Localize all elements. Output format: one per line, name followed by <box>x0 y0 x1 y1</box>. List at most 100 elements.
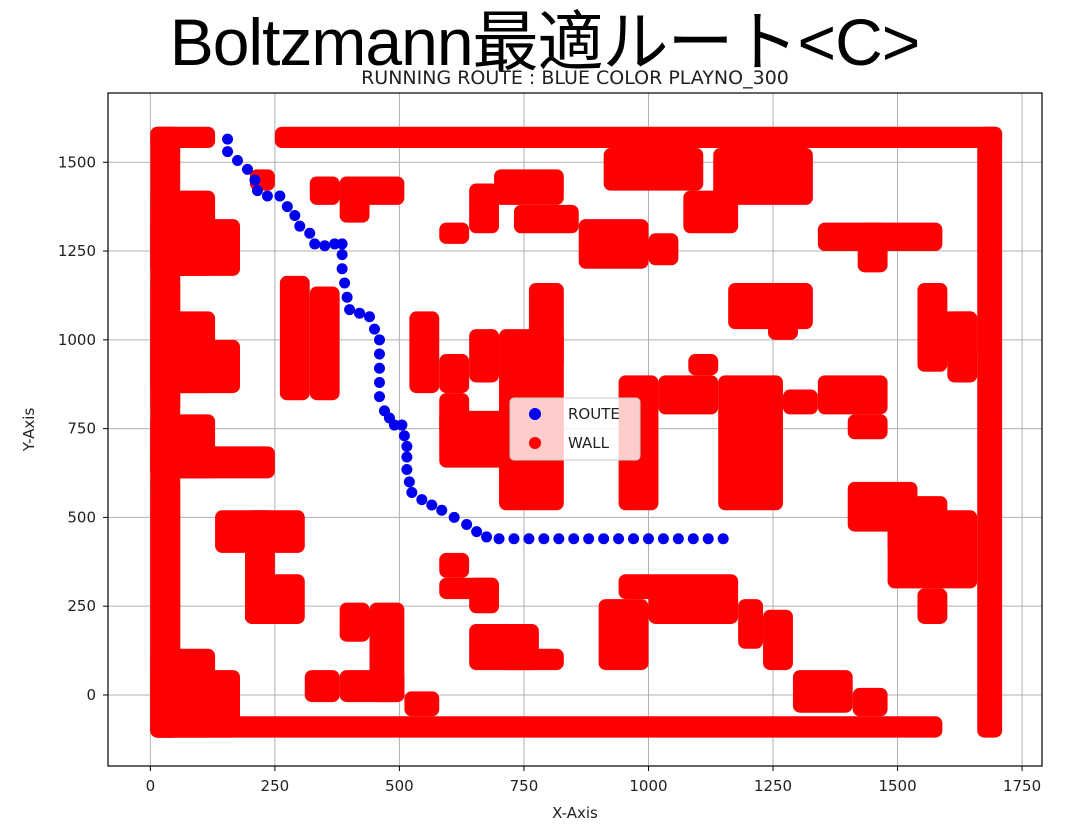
route-point <box>406 487 418 499</box>
route-point <box>403 476 415 488</box>
route-point <box>304 227 316 239</box>
wall-block <box>977 126 1003 738</box>
axes: 0 250 500 750 1000 1250 1500 1750 0 250 500 750 1000… <box>58 92 1043 795</box>
route-point <box>657 533 669 545</box>
wall-block <box>304 670 340 703</box>
route-point <box>398 430 410 442</box>
route-point <box>373 362 385 374</box>
route-point <box>222 146 234 158</box>
route-point <box>401 451 413 463</box>
wall-block <box>852 687 888 717</box>
route-point <box>339 277 351 289</box>
x-tick-label: 1500 <box>878 777 916 795</box>
wall-series <box>150 126 1003 738</box>
wall-block <box>279 275 310 401</box>
route-point <box>336 249 348 261</box>
wall-block <box>274 126 1003 149</box>
wall-block <box>792 670 853 713</box>
wall-block <box>469 329 500 383</box>
wall-block <box>648 588 739 624</box>
route-point <box>294 220 306 232</box>
wall-block <box>817 222 943 252</box>
route-point <box>274 190 286 202</box>
wall-block <box>494 169 564 205</box>
legend-label-route: ROUTE <box>568 405 620 423</box>
route-point <box>341 291 353 303</box>
route-point <box>613 533 625 545</box>
x-tick-label: 1250 <box>754 777 792 795</box>
route-point <box>336 263 348 275</box>
route-point <box>687 533 699 545</box>
route-point <box>251 185 263 197</box>
wall-block <box>309 286 340 401</box>
route-point <box>319 240 331 252</box>
route-point <box>598 533 610 545</box>
wall-block <box>150 716 943 738</box>
route-point <box>373 376 385 388</box>
wall-block <box>150 219 241 276</box>
route-point <box>222 133 234 145</box>
y-tick-label: 250 <box>67 597 96 615</box>
route-point <box>702 533 714 545</box>
wall-block <box>150 126 216 149</box>
route-point <box>568 533 580 545</box>
wall-block <box>244 574 305 624</box>
route-point <box>493 533 505 545</box>
wall-block <box>947 311 978 383</box>
wall-block <box>887 510 978 589</box>
plot-frame <box>107 92 1043 767</box>
wall-block <box>648 233 679 266</box>
wall-block <box>409 311 440 394</box>
route-point <box>523 533 535 545</box>
slide-title: Boltzmann最適ルート<C> <box>169 5 921 79</box>
route-point <box>401 463 413 475</box>
wall-block <box>404 691 440 717</box>
route-point <box>461 519 473 531</box>
wall-block <box>738 599 764 649</box>
wall-block <box>439 577 500 600</box>
legend-label-wall: WALL <box>568 434 610 452</box>
route-point <box>672 533 684 545</box>
route-point <box>448 511 460 523</box>
wall-block <box>817 375 888 415</box>
y-tick-label: 750 <box>67 420 96 438</box>
route-point <box>401 440 413 452</box>
wall-block <box>150 670 241 738</box>
route-point <box>249 174 261 186</box>
route-point <box>336 238 348 250</box>
wall-block <box>917 588 948 624</box>
wall-block <box>150 339 241 394</box>
y-tick-label: 1000 <box>58 331 96 349</box>
wall-block <box>578 219 649 269</box>
chart-title: RUNNING ROUTE : BLUE COLOR PLAYNO_300 <box>361 67 789 89</box>
legend-box <box>509 397 641 461</box>
x-tick-label: 1750 <box>1003 777 1041 795</box>
wall-block <box>339 602 370 642</box>
wall-block <box>150 446 275 479</box>
route-point <box>364 311 376 323</box>
legend-marker-route <box>529 408 541 420</box>
route-point <box>369 323 381 335</box>
legend: ROUTE WALL <box>509 397 641 461</box>
route-point <box>628 533 640 545</box>
route-point <box>289 210 301 222</box>
wall-block <box>528 283 564 369</box>
wall-block <box>658 375 719 415</box>
x-tick-label: 250 <box>261 777 290 795</box>
wall-block <box>439 552 470 578</box>
wall-block <box>713 148 813 205</box>
x-tick-label: 1000 <box>629 777 667 795</box>
y-tick-label: 1500 <box>58 153 96 171</box>
route-point <box>373 391 385 403</box>
x-tick-label: 750 <box>510 777 539 795</box>
route-point <box>481 531 493 543</box>
route-point <box>508 533 520 545</box>
y-axis-label: Y-Axis <box>20 408 38 453</box>
wall-block <box>768 283 798 340</box>
wall-block <box>369 602 405 703</box>
route-point <box>553 533 565 545</box>
wall-block <box>499 648 564 671</box>
wall-block <box>469 183 500 234</box>
route-point <box>471 526 483 538</box>
